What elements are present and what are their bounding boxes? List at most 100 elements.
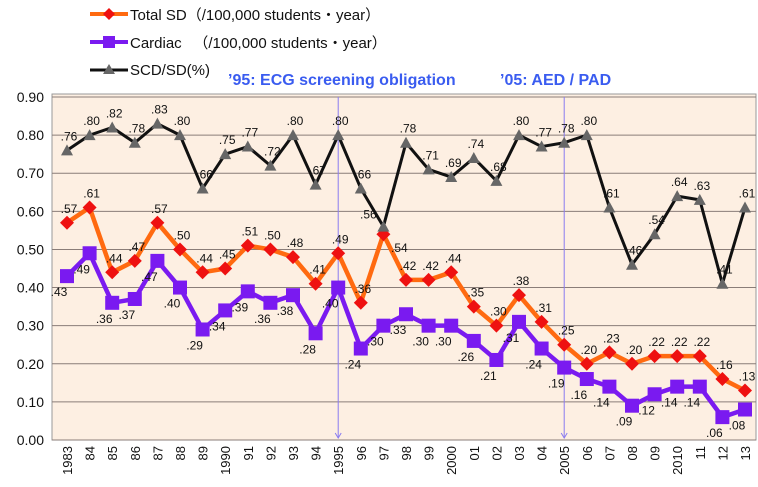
data-label: .63 (693, 179, 710, 193)
data-point (331, 246, 346, 261)
data-label: .22 (693, 335, 710, 349)
data-point (534, 314, 549, 329)
data-label: .16 (570, 388, 587, 402)
data-point (715, 410, 730, 425)
x-tick-label: 01 (467, 446, 482, 460)
data-label: .38 (513, 274, 530, 288)
data-point (692, 349, 707, 364)
data-point (377, 220, 390, 232)
data-label: .24 (525, 358, 542, 372)
legend-label: Cardiac （/100,000 students・year） (130, 34, 387, 52)
data-point (264, 159, 277, 171)
data-point (151, 117, 164, 129)
data-point (353, 295, 368, 310)
annotation-aed-pad: ’05: AED / PAD (500, 72, 612, 89)
x-tick-label: 09 (648, 446, 663, 460)
data-point (82, 200, 97, 215)
data-label: .22 (648, 335, 665, 349)
data-point (557, 337, 572, 352)
x-tick-label: 2000 (444, 446, 459, 475)
arrow-icon (334, 432, 342, 439)
data-point (240, 238, 255, 253)
data-label: .75 (219, 133, 236, 147)
data-label: .46 (626, 244, 643, 258)
x-tick-label: 92 (263, 446, 278, 460)
data-point (195, 322, 210, 337)
data-label: .35 (467, 286, 484, 300)
data-point (513, 129, 525, 141)
data-label: .56 (360, 208, 377, 222)
data-label: .12 (638, 403, 655, 417)
data-label: .80 (513, 114, 530, 128)
data-point (263, 242, 278, 257)
data-label: .49 (73, 262, 90, 276)
data-point (106, 121, 119, 133)
data-label: .23 (603, 331, 620, 345)
data-point (670, 349, 685, 364)
data-label: .44 (445, 251, 462, 265)
data-point (558, 136, 571, 148)
data-point (445, 171, 458, 183)
data-label: .31 (535, 301, 552, 315)
data-label: .41 (309, 263, 326, 277)
data-label: .20 (626, 343, 643, 357)
x-tick-label: 93 (286, 446, 301, 460)
data-point (354, 182, 367, 194)
data-label: .14 (593, 396, 610, 410)
data-label: .22 (671, 335, 688, 349)
data-label: .45 (219, 248, 236, 262)
x-tick-label: 89 (196, 446, 211, 460)
data-point (128, 136, 141, 148)
data-point (716, 277, 729, 289)
x-tick-label: 11 (693, 446, 708, 460)
data-point (489, 318, 504, 333)
data-point (82, 246, 97, 261)
data-label: .82 (106, 106, 123, 120)
data-label: .43 (51, 285, 68, 299)
data-point (241, 140, 254, 152)
arrow-icon (560, 432, 568, 439)
data-label: .16 (716, 358, 733, 372)
data-point (287, 129, 299, 141)
data-label: .42 (422, 259, 439, 273)
data-label: .39 (231, 300, 248, 314)
data-label: .72 (264, 145, 281, 159)
data-point (603, 201, 616, 213)
data-point (557, 360, 572, 375)
data-label: .78 (128, 122, 145, 136)
x-tick-label: 88 (173, 446, 188, 460)
data-label: .57 (151, 202, 168, 216)
data-point (399, 272, 413, 287)
x-tick-label: 2005 (557, 446, 572, 475)
data-point (512, 288, 526, 303)
data-label: .40 (164, 297, 181, 311)
data-point (173, 280, 187, 295)
x-tick-label: 97 (376, 446, 391, 460)
x-tick-label: 02 (489, 446, 504, 460)
data-label: .36 (254, 312, 271, 326)
data-label: .37 (118, 308, 135, 322)
data-label: .30 (490, 305, 507, 319)
data-label: .34 (209, 319, 226, 333)
data-point (60, 215, 74, 230)
data-point (61, 144, 73, 156)
data-label: .68 (490, 160, 507, 174)
data-label: .80 (174, 114, 191, 128)
y-tick-label: 0.40 (17, 280, 44, 296)
data-point (309, 178, 322, 190)
data-label: .78 (558, 122, 575, 136)
data-point (466, 299, 481, 314)
x-tick-label: 91 (241, 446, 256, 460)
data-label: .30 (412, 335, 429, 349)
data-label: .57 (61, 202, 78, 216)
data-label: .50 (264, 228, 281, 242)
data-label: .71 (422, 148, 439, 162)
legend-item-scd-sd: SCD/SD(%) (90, 56, 387, 84)
data-point (422, 163, 435, 175)
x-tick-label: 07 (602, 446, 617, 460)
triangle-marker-icon (90, 64, 128, 74)
data-point (196, 182, 209, 194)
data-label: .25 (558, 324, 575, 338)
data-point (534, 341, 549, 356)
y-tick-label: 0.50 (17, 241, 44, 257)
